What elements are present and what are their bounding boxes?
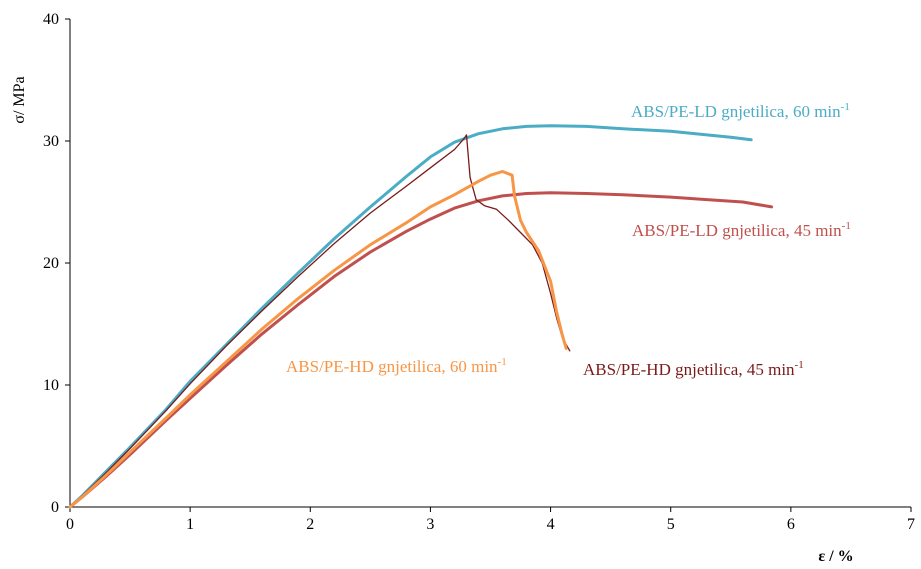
series-label-superscript: -1 [841,101,850,113]
y-tick-label: 10 [43,377,59,394]
series-label-abs-pe-ld-45: ABS/PE-LD gnjetilica, 45 min-1 [632,220,851,240]
y-tick-label: 20 [43,255,59,272]
series-line-abs-pe-ld-60 [68,124,753,509]
series-label-text: ABS/PE-LD gnjetilica, 60 min [631,102,841,121]
x-tick-label: 4 [547,516,555,533]
series-label-text: ABS/PE-HD gnjetilica, 45 min [583,360,795,379]
y-axis-title: σ/ MPa [11,76,28,123]
y-tick-label: 30 [43,133,59,150]
y-tick-label: 0 [51,499,59,516]
x-tick-label: 5 [667,516,675,533]
x-tick-label: 1 [186,516,194,533]
series-label-abs-pe-ld-60: ABS/PE-LD gnjetilica, 60 min-1 [631,101,850,121]
x-tick-label: 0 [66,516,74,533]
series-label-abs-pe-hd-45: ABS/PE-HD gnjetilica, 45 min-1 [583,359,804,379]
axes: 0 1 2 3 4 5 6 7 0 10 20 30 40 [43,11,915,533]
x-tick-label: 7 [907,516,915,533]
x-axis-title: ε / % [818,548,853,565]
series-layer [68,124,774,509]
series-label-text: ABS/PE-HD gnjetilica, 60 min [286,357,498,376]
series-label-abs-pe-hd-60: ABS/PE-HD gnjetilica, 60 min-1 [286,356,507,376]
x-tick-label: 2 [306,516,314,533]
series-labels: ABS/PE-LD gnjetilica, 60 min-1ABS/PE-LD … [286,101,851,379]
series-label-superscript: -1 [498,356,507,368]
series-label-superscript: -1 [842,220,851,232]
x-tick-label: 3 [426,516,434,533]
series-label-superscript: -1 [795,359,804,371]
series-label-text: ABS/PE-LD gnjetilica, 45 min [632,221,842,240]
x-tick-label: 6 [787,516,795,533]
series-line-abs-pe-hd-45 [69,134,571,508]
series-line-abs-pe-ld-45 [68,191,774,509]
series-line-abs-pe-hd-60 [68,170,568,509]
y-tick-label: 40 [43,11,59,28]
